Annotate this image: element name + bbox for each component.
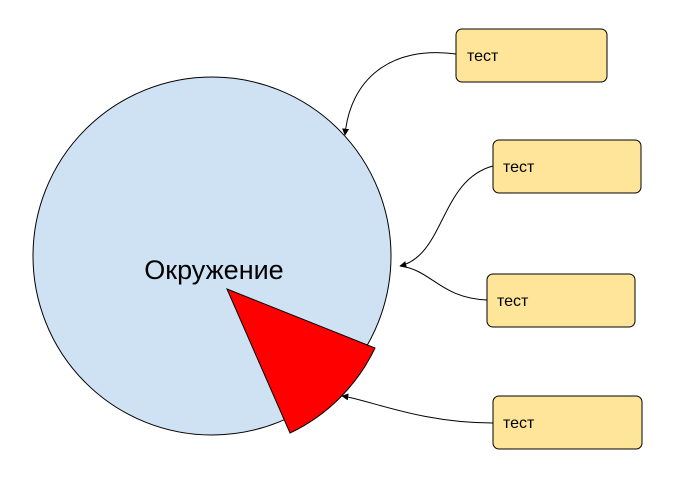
box-4-label: тест	[503, 415, 535, 432]
box-3-label: тест	[497, 293, 529, 310]
box-2-label: тест	[503, 159, 535, 176]
connector-1	[342, 52, 457, 136]
connector-2	[399, 165, 494, 268]
connector-3	[399, 265, 488, 301]
red-sector	[226, 288, 376, 434]
box-1: тест	[455, 28, 608, 83]
box-4: тест	[492, 395, 643, 450]
box-2: тест	[492, 139, 642, 194]
box-3: тест	[486, 273, 636, 328]
connector-4	[341, 393, 494, 424]
circle-label: Окружение	[144, 255, 283, 285]
box-1-label: тест	[467, 48, 499, 65]
